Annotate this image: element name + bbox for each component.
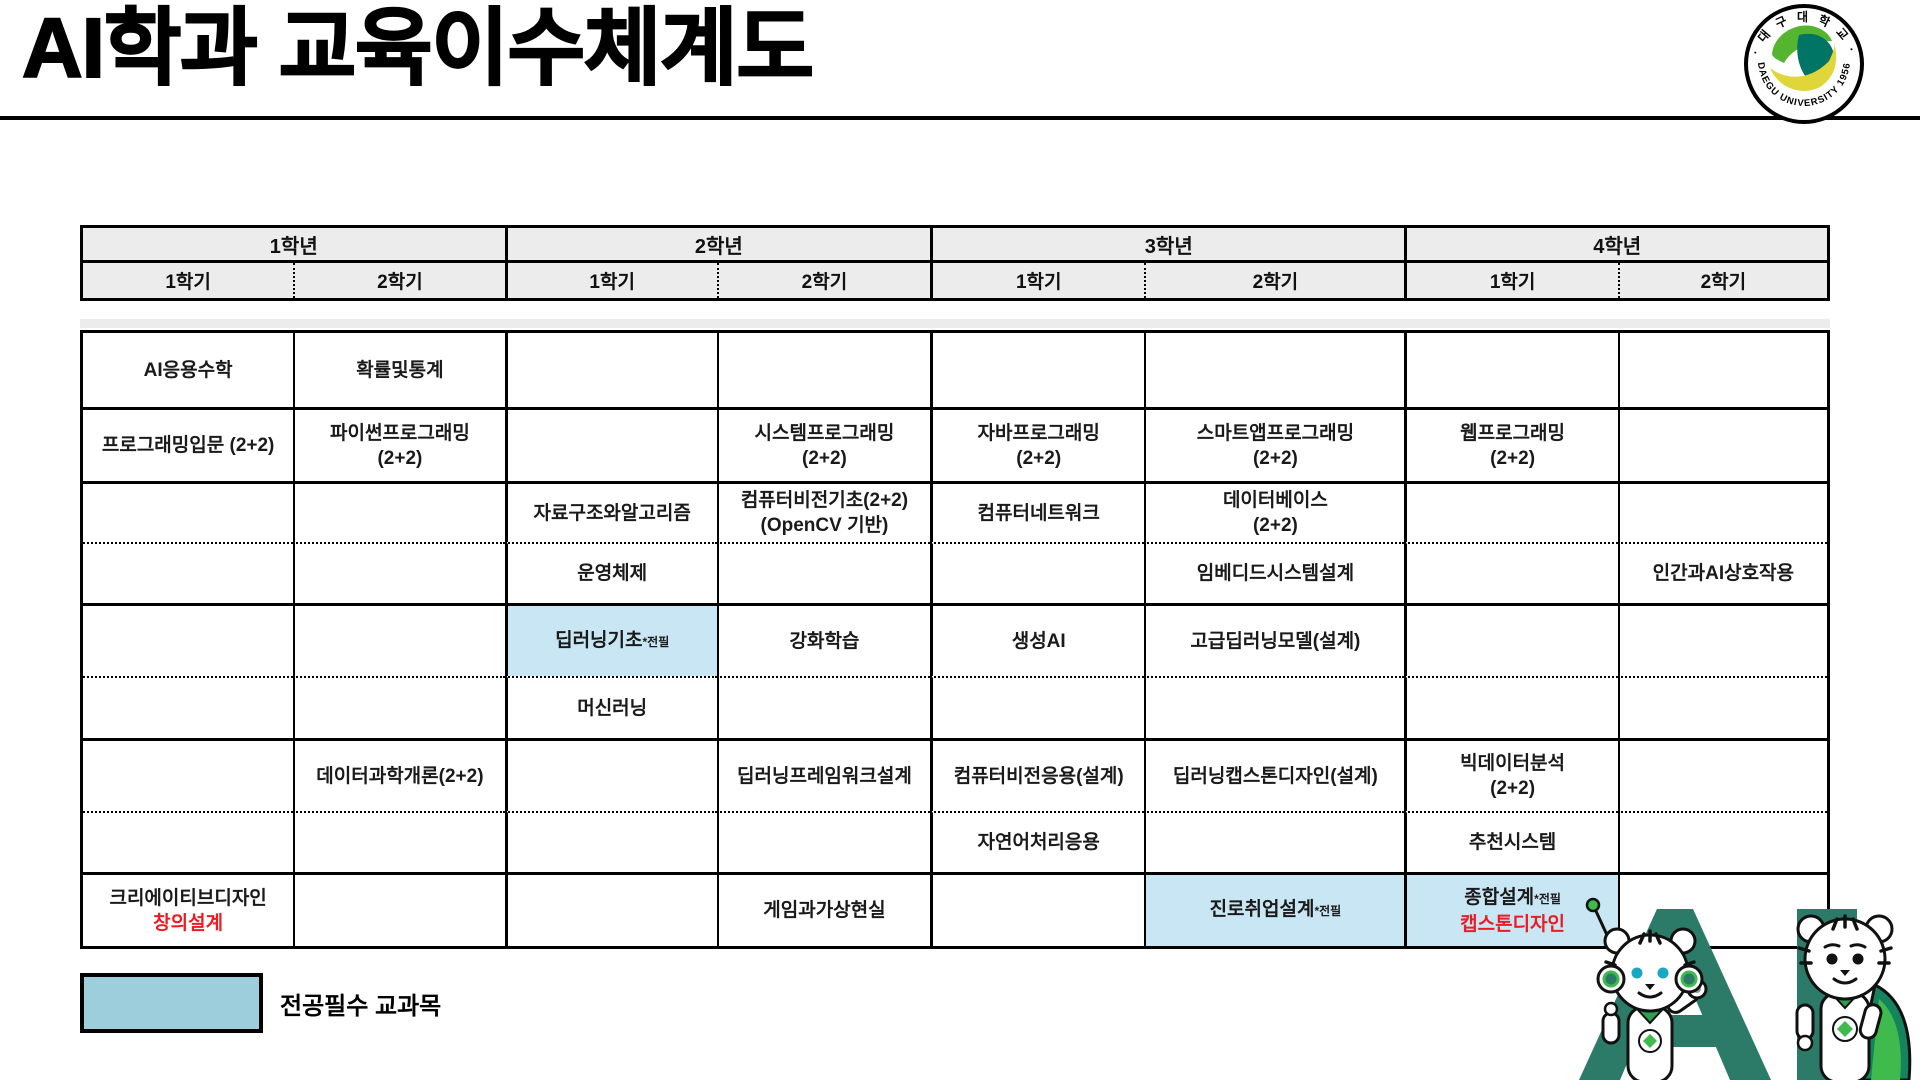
mascot-left-tiger — [1585, 897, 1708, 1080]
empty-cell — [83, 811, 294, 872]
title-divider-line — [0, 116, 1920, 120]
ai-mascot-art — [1579, 897, 1912, 1080]
course-cell: 고급딥러닝모델(설계) — [1144, 603, 1405, 676]
empty-cell — [716, 811, 931, 872]
course-cell: 진로취업설계*전필 — [1144, 872, 1405, 946]
course-cell: 데이터과학개론(2+2) — [293, 738, 505, 811]
empty-cell — [1404, 333, 1617, 407]
course-cell: 인간과AI상호작용 — [1617, 542, 1827, 603]
mascot-right-tiger — [1795, 914, 1912, 1080]
empty-cell — [1617, 603, 1827, 676]
antenna-ball — [1585, 897, 1601, 913]
empty-cell — [504, 333, 717, 407]
course-cell: 강화학습 — [716, 603, 931, 676]
empty-cell — [504, 738, 717, 811]
year-header-2: 2학년 — [504, 228, 931, 260]
empty-cell — [293, 603, 505, 676]
empty-cell — [293, 542, 505, 603]
semester-header: 2학기 — [1144, 263, 1404, 298]
course-cell: 자바프로그래밍 (2+2) — [930, 407, 1145, 481]
course-cell: 빅데이터분석 (2+2) — [1404, 738, 1618, 811]
semester-header: 2학기 — [1617, 263, 1827, 298]
empty-cell — [83, 603, 294, 676]
empty-cell — [1617, 481, 1827, 542]
legend-swatch — [80, 973, 263, 1033]
course-cell: 딥러닝프레임워크설계 — [716, 738, 931, 811]
empty-cell — [930, 542, 1145, 603]
course-cell: 머신러닝 — [504, 676, 717, 738]
empty-cell — [1144, 676, 1405, 738]
empty-cell — [1404, 481, 1618, 542]
empty-cell — [1617, 676, 1827, 738]
curriculum-table: AI응용수학 확률및통계 프로그래밍입문 (2+2) 파이썬프로그래밍 (2+2) 시스템… — [80, 330, 1830, 949]
course-cell: 게임과가상현실 — [716, 872, 931, 946]
course-cell: 자연어처리응용 — [930, 811, 1145, 872]
year-header-1: 1학년 — [269, 235, 318, 258]
empty-cell — [1404, 676, 1618, 738]
empty-cell — [930, 872, 1145, 946]
empty-cell — [716, 333, 930, 407]
empty-cell — [716, 676, 931, 738]
empty-cell — [1617, 738, 1827, 811]
course-cell: 종합설계*전필 캡스톤디자인 — [1404, 872, 1618, 946]
empty-cell — [504, 872, 717, 946]
empty-cell — [1617, 811, 1827, 872]
semester-header: 1학기 — [165, 272, 211, 293]
course-cell: 추천시스템 — [1404, 811, 1618, 872]
course-cell: 스마트앱프로그래밍 (2+2) — [1144, 407, 1405, 481]
empty-cell — [293, 676, 505, 738]
empty-cell — [83, 738, 294, 811]
empty-cell — [83, 542, 294, 603]
year-header-3: 3학년 — [930, 228, 1404, 260]
semester-header: 2학기 — [716, 263, 930, 298]
course-cell: 생성AI — [930, 603, 1145, 676]
empty-cell — [1617, 407, 1827, 481]
empty-cell — [930, 676, 1145, 738]
semester-header-row: 1학기 2학기 1학기 2학기 1학기 2학기 1학기 2학기 — [80, 263, 1830, 301]
empty-cell — [293, 811, 505, 872]
empty-cell — [83, 676, 294, 738]
logo-emblem — [1770, 25, 1837, 91]
empty-cell — [293, 872, 505, 946]
empty-cell — [293, 481, 505, 542]
course-cell: 웹프로그래밍 (2+2) — [1404, 407, 1618, 481]
empty-cell — [1144, 811, 1405, 872]
semester-header: 1학기 — [504, 263, 717, 298]
empty-cell — [1404, 603, 1618, 676]
course-cell: 운영체제 — [504, 542, 717, 603]
course-cell: 파이썬프로그래밍 (2+2) — [293, 407, 505, 481]
course-cell: 컴퓨터비전기초(2+2) (OpenCV 기반) — [716, 481, 931, 542]
empty-cell — [716, 542, 931, 603]
year-header-4: 4학년 — [1404, 228, 1827, 260]
legend-label: 전공필수 교과목 — [280, 992, 442, 1020]
course-cell: 컴퓨터비전응용(설계) — [930, 738, 1145, 811]
empty-cell — [1617, 872, 1827, 946]
header-body-gap-strip — [80, 319, 1830, 328]
page-title: AI학과 교육이수체계도 — [21, 0, 815, 96]
semester-header: 1학기 — [930, 263, 1144, 298]
course-cell: 시스템프로그래밍 (2+2) — [716, 407, 931, 481]
course-cell: 임베디드시스템설계 — [1144, 542, 1405, 603]
empty-cell — [930, 333, 1144, 407]
year-header-row: 1학년 2학년 3학년 4학년 — [80, 225, 1830, 263]
course-cell: 데이터베이스 (2+2) — [1144, 481, 1405, 542]
tiger-head — [1803, 917, 1887, 1001]
empty-cell — [1144, 333, 1404, 407]
empty-cell — [504, 811, 717, 872]
empty-cell — [504, 407, 717, 481]
course-cell: 딥러닝캡스톤디자인(설계) — [1144, 738, 1405, 811]
course-cell: 딥러닝기초*전필 — [504, 603, 717, 676]
course-cell: 크리에이티브디자인 창의설계 — [83, 872, 294, 946]
semester-header: 2학기 — [293, 263, 504, 298]
university-logo: · 대 구 대 학 교 · DAEGU UNIVERSITY 1956 — [1744, 4, 1864, 124]
course-cell: 확률및통계 — [293, 333, 504, 407]
course-cell: 자료구조와알고리즘 — [504, 481, 717, 542]
course-cell: 컴퓨터네트워크 — [930, 481, 1145, 542]
empty-cell — [1617, 333, 1827, 407]
course-cell: AI응용수학 — [143, 359, 233, 381]
empty-cell — [83, 481, 294, 542]
course-cell: 프로그래밍입문 (2+2) — [83, 407, 294, 481]
empty-cell — [1404, 542, 1618, 603]
semester-header: 1학기 — [1404, 263, 1617, 298]
